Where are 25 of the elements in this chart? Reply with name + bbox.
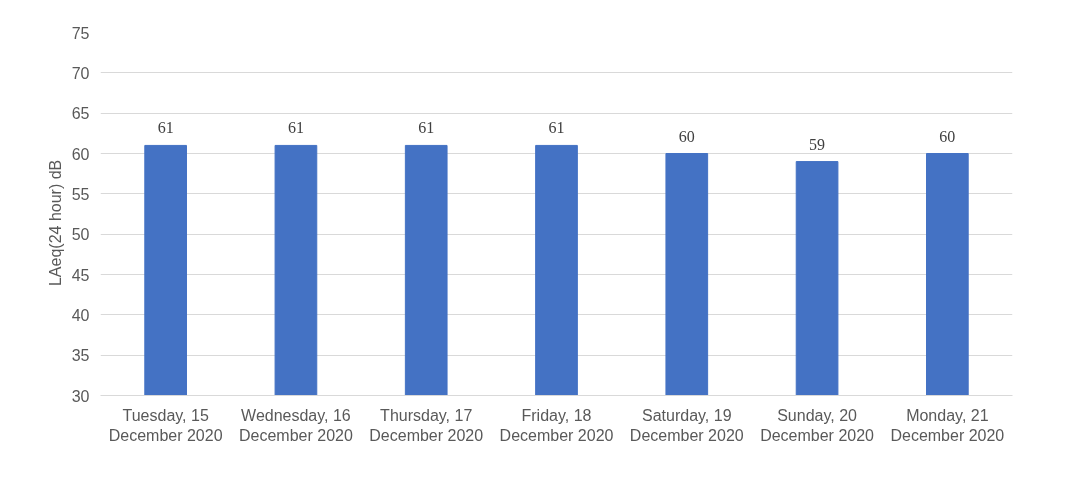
y-tick-label: 50 [71,226,90,244]
x-tick-label: Monday, 21 December 2020 [890,406,1005,444]
x-tick-label: Wednesday, 16 December 2020 [239,406,353,444]
y-axis-title: LAeq(24 hour) dB [46,159,64,287]
y-tick-label: 40 [71,306,90,324]
y-tick-label: 30 [71,387,90,405]
y-tick-label: 75 [71,24,90,42]
data-label: 60 [939,127,956,145]
data-label: 61 [157,119,174,137]
data-label: 61 [548,119,565,137]
x-tick-label: Tuesday, 15 December 2020 [108,406,223,444]
x-tick-label: Thursday, 17 December 2020 [369,406,484,444]
data-label: 61 [287,119,304,137]
y-tick-label: 35 [71,347,90,365]
x-tick-label: Sunday, 20 December 2020 [760,406,875,444]
data-label: 61 [418,119,435,137]
x-tick-label: Friday, 18 December 2020 [499,406,614,444]
x-tick-label: Saturday, 19 December 2020 [629,406,744,444]
y-tick-label: 65 [71,105,90,123]
data-label: 60 [678,127,695,145]
y-tick-label: 45 [71,266,90,284]
y-tick-label: 70 [71,64,90,82]
data-label: 59 [809,135,826,153]
y-tick-label: 55 [71,185,90,203]
y-tick-label: 60 [71,145,90,163]
